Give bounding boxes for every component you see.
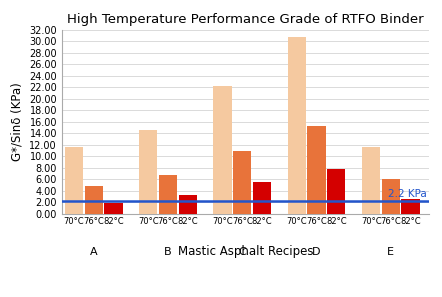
- Bar: [382, 179, 400, 214]
- Bar: [179, 195, 197, 214]
- Text: A: A: [90, 247, 98, 257]
- Y-axis label: G*/Sinδ (KPa): G*/Sinδ (KPa): [11, 82, 24, 161]
- Text: E: E: [387, 247, 394, 257]
- Title: High Temperature Performance Grade of RTFO Binder: High Temperature Performance Grade of RT…: [67, 13, 423, 26]
- Bar: [159, 175, 177, 214]
- Text: C: C: [238, 247, 246, 257]
- Bar: [401, 200, 419, 214]
- Bar: [308, 127, 326, 214]
- Bar: [84, 186, 103, 214]
- Bar: [139, 130, 157, 214]
- Bar: [253, 181, 271, 214]
- Bar: [233, 151, 251, 214]
- X-axis label: Mastic Asphalt Recipes: Mastic Asphalt Recipes: [178, 245, 313, 258]
- Bar: [288, 37, 306, 214]
- Bar: [213, 86, 232, 214]
- Bar: [327, 169, 345, 214]
- Text: D: D: [312, 247, 321, 257]
- Bar: [65, 146, 83, 214]
- Bar: [104, 203, 122, 214]
- Text: 2.2 KPa: 2.2 KPa: [389, 189, 427, 199]
- Text: B: B: [164, 247, 172, 257]
- Bar: [362, 146, 380, 214]
